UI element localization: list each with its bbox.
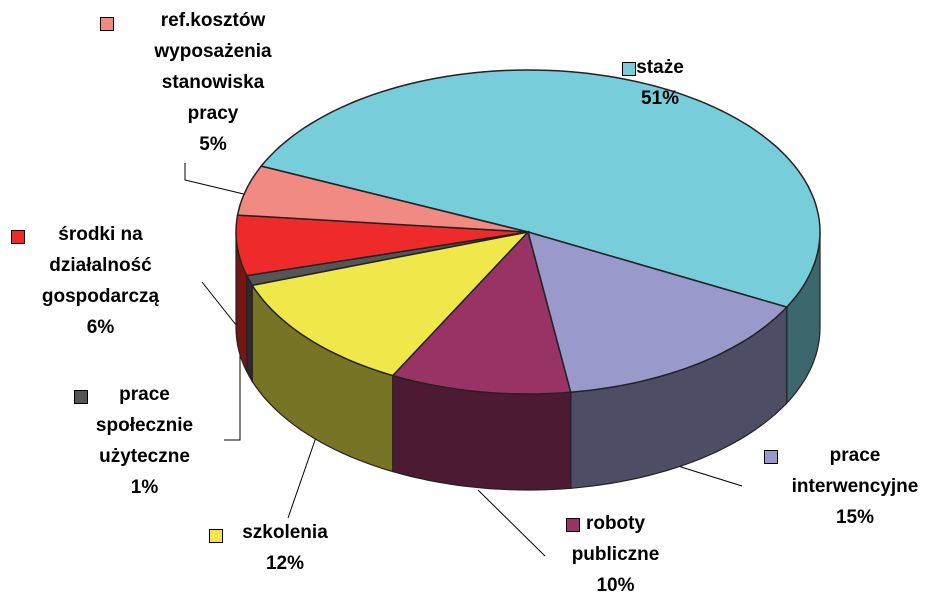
value-label: 6% (86, 317, 115, 338)
legend-marker (566, 518, 580, 532)
value-label: 5% (199, 134, 227, 155)
slice-label: roboty publiczne (571, 513, 660, 565)
slice-sides (235, 231, 821, 491)
leader-lines (184, 163, 743, 557)
legend-marker (11, 230, 25, 244)
legend-marker (622, 62, 636, 76)
slice-label: szkolenia (242, 522, 328, 543)
value-label: 12% (265, 553, 305, 574)
leader-line (201, 281, 241, 441)
slice-label: prace społecznie użyteczne (95, 384, 194, 467)
slice (391, 230, 572, 395)
slice-label: środki na działalność gospodarczą (41, 224, 160, 307)
legend-marker (74, 390, 88, 404)
value-label: 51% (640, 88, 680, 109)
slice (250, 230, 531, 377)
value-label: 10% (596, 575, 635, 596)
slice (526, 230, 789, 394)
slice-tops (235, 69, 821, 395)
value-label: 15% (835, 507, 875, 528)
slice-label: prace interwencyjne (791, 445, 919, 497)
slice-label: ref.kosztów wyposażenia stanowiska pracy (154, 10, 272, 124)
legend-marker (209, 529, 223, 543)
slice (236, 165, 529, 233)
slice-label: staże (636, 57, 684, 78)
leader-line (184, 163, 253, 197)
slice-side (246, 275, 253, 384)
slice (259, 69, 821, 308)
legend-marker (764, 450, 778, 464)
value-label: 1% (130, 477, 159, 498)
leader-line (477, 489, 546, 557)
slice (235, 214, 529, 277)
legend-marker (100, 17, 114, 31)
